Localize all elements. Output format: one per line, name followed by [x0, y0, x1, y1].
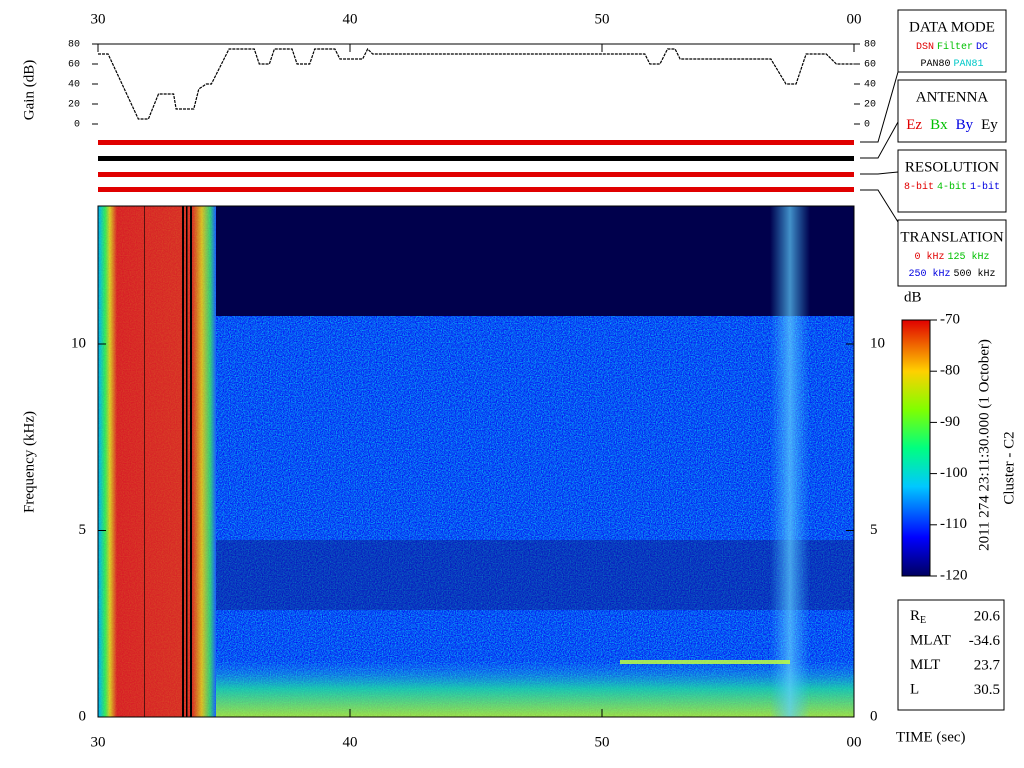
mode-row: Ez Bx By Ey	[906, 117, 998, 133]
spectrogram-image	[98, 206, 854, 717]
y-tick-label: 20	[68, 100, 80, 111]
mode-item: 1-bit	[970, 181, 1000, 193]
mode-item: Bx	[930, 117, 948, 133]
ephemeris-label: L	[910, 682, 919, 698]
mode-item: DC	[976, 42, 988, 53]
y-tick-label: 0	[79, 708, 87, 724]
x-tick-label: 00	[847, 11, 862, 27]
mode-row: 8-bit 4-bit 1-bit	[904, 181, 1000, 193]
mode-box-title: RESOLUTION	[905, 159, 999, 175]
gain-label: Gain (dB)	[21, 60, 37, 120]
mode-row: 0 kHz 125 kHz	[914, 251, 989, 263]
y-tick-label: 5	[870, 522, 878, 538]
y-tick-label: 0	[870, 708, 878, 724]
mode-item: Filter	[937, 41, 973, 53]
y-tick-label: 5	[79, 522, 87, 538]
ephemeris-sub: E	[920, 615, 926, 626]
time-label: TIME (sec)	[896, 729, 966, 745]
y-tick-label: 60	[68, 60, 80, 71]
y-tick-label: 10	[870, 335, 885, 351]
ephemeris-box	[897, 599, 1005, 711]
ephemeris-label: MLAT	[910, 633, 951, 649]
mode-row: 250 kHz 500 kHz	[908, 268, 995, 280]
mode-item: PAN81	[954, 59, 984, 70]
mode-row: PAN80 PAN81	[920, 59, 983, 70]
date-label: 2011 274 23:11:30.000 (1 October)	[976, 339, 992, 551]
ephemeris-value: 30.5	[974, 682, 1000, 698]
colorbar-label: dB	[904, 289, 922, 305]
mode-box-title: TRANSLATION	[900, 229, 1003, 245]
x-tick-label: 50	[595, 11, 610, 27]
ephemeris-label: RE	[910, 608, 926, 626]
mode-item: 4-bit	[937, 181, 967, 193]
mode-item: 250 kHz	[908, 268, 950, 280]
x-tick-label: 30	[91, 11, 106, 27]
mode-item: 0 kHz	[914, 251, 944, 263]
y-tick-label: 10	[71, 335, 86, 351]
mode-item: PAN80	[920, 59, 950, 70]
y-tick-label: 20	[864, 100, 876, 111]
ephemeris-name: L	[910, 682, 919, 698]
colorbar-tick-label: -70	[940, 311, 960, 327]
mode-row: DSN Filter DC	[916, 41, 988, 53]
mode-box	[897, 79, 1007, 143]
plot-frame	[97, 205, 855, 718]
gain-line	[98, 47, 854, 120]
y-tick-label: 0	[74, 120, 80, 131]
colorbar-tick-label: -120	[940, 567, 968, 583]
ephemeris-value: 20.6	[974, 608, 1001, 624]
frequency-label: Frequency (kHz)	[21, 411, 37, 513]
mode-item: 8-bit	[904, 181, 934, 193]
mode-item: By	[956, 117, 974, 133]
x-tick-label: 40	[343, 11, 358, 27]
x-tick-label: 00	[847, 734, 862, 750]
mode-box	[897, 149, 1007, 213]
x-tick-label: 30	[91, 734, 106, 750]
y-tick-label: 60	[864, 60, 876, 71]
ephemeris-name: R	[910, 608, 920, 624]
spacecraft-label: Cluster - C2	[1001, 431, 1017, 504]
x-tick-label: 50	[595, 734, 610, 750]
colorbar-tick-label: -90	[940, 414, 960, 430]
x-tick-label: 40	[343, 734, 358, 750]
status-bars	[98, 71, 899, 223]
mode-box	[897, 219, 1007, 287]
y-tick-label: 80	[864, 40, 876, 51]
mode-item: DSN	[916, 42, 934, 53]
ephemeris-value: 23.7	[974, 657, 1001, 673]
y-tick-label: 0	[864, 120, 870, 131]
ephemeris-name: MLAT	[910, 633, 951, 649]
colorbar-tick-label: -100	[940, 465, 968, 481]
mode-box-title: DATA MODE	[909, 19, 995, 35]
y-tick-label: 40	[68, 80, 80, 91]
y-tick-label: 80	[68, 40, 80, 51]
ephemeris-name: MLT	[910, 657, 940, 673]
y-tick-label: 40	[864, 80, 876, 91]
mode-item: Ez	[906, 117, 922, 133]
colorbar-tick-label: -80	[940, 363, 960, 379]
ephemeris-label: MLT	[910, 657, 940, 673]
ephemeris-value: -34.6	[969, 633, 1001, 649]
mode-box	[897, 9, 1007, 73]
mode-item: 500 kHz	[954, 268, 996, 280]
mode-item: 125 kHz	[948, 251, 990, 263]
mode-item: Ey	[981, 117, 998, 133]
mode-box-title: ANTENNA	[916, 89, 989, 105]
colorbar	[901, 319, 931, 577]
colorbar-tick-label: -110	[940, 516, 967, 532]
